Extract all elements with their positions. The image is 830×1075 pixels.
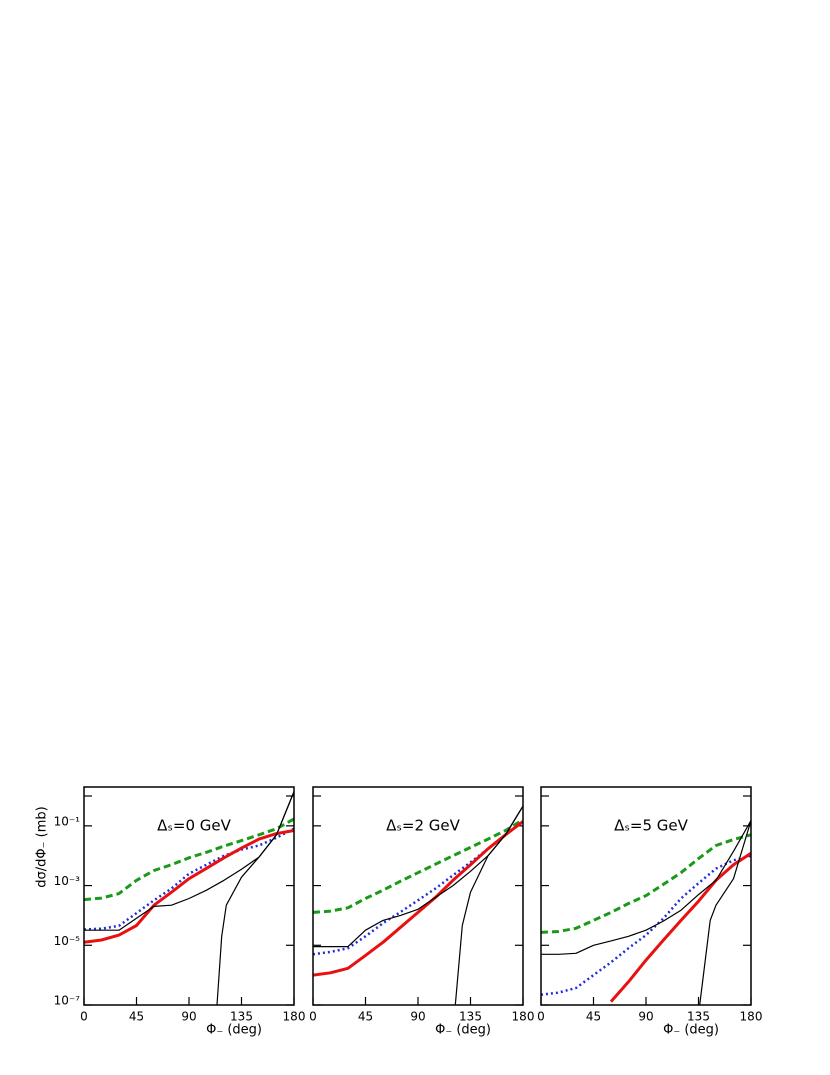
line-series [313, 820, 523, 956]
frame [540, 786, 752, 1006]
x-tick-label: 90 [410, 1010, 425, 1024]
line-series [699, 820, 751, 1005]
x-axis-label: Φ₋ (deg) [435, 1023, 491, 1038]
y-tick-label: 10⁻³ [54, 874, 81, 888]
x-axis-label: Φ₋ (deg) [663, 1023, 719, 1038]
line-series [84, 827, 294, 931]
line-series [541, 820, 751, 955]
x-tick-label: 135 [687, 1010, 710, 1024]
y-axis-label: dσ/dΦ₋ (mb) [35, 806, 50, 887]
x-tick-label: 90 [181, 1010, 196, 1024]
x-tick-label: 45 [358, 1010, 373, 1024]
line-series [216, 791, 294, 1005]
x-tick-label: 180 [512, 1010, 535, 1024]
x-tick-label: 135 [230, 1010, 253, 1024]
line-series [84, 791, 294, 931]
annotation: Δₛ=5 GeV [614, 817, 689, 835]
x-tick-label: 0 [309, 1010, 317, 1024]
panel: 0 45 90 135 180 Δₛ=2 GeV Φ₋ (deg) [309, 786, 535, 1038]
x-tick-label: 135 [459, 1010, 482, 1024]
line-series [541, 854, 751, 997]
line-series [541, 833, 751, 934]
x-tick-label: 180 [740, 1010, 763, 1024]
line-series [313, 820, 523, 977]
x-tick-label: 90 [638, 1010, 653, 1024]
x-tick-label: 45 [129, 1010, 144, 1024]
line-series [313, 818, 523, 914]
annotation: Δₛ=2 GeV [386, 817, 461, 835]
x-axis-label: Φ₋ (deg) [206, 1023, 262, 1038]
panel: 10⁻⁷ 10⁻⁵ 10⁻³ 10⁻¹ 0 45 90 135 180 Δₛ=0 GeV Φ₋ (d… [35, 786, 306, 1038]
annotation: Δₛ=0 GeV [157, 817, 232, 835]
y-tick-label: 10⁻⁵ [54, 934, 81, 948]
x-tick-label: 0 [537, 1010, 545, 1024]
line-series [84, 829, 294, 944]
panel: 0 45 90 135 180 Δₛ=5 GeV Φ₋ (deg) [537, 786, 763, 1038]
x-tick-label: 0 [80, 1010, 88, 1024]
frame [312, 786, 524, 1006]
x-tick-label: 45 [586, 1010, 601, 1024]
line-series [609, 852, 751, 1003]
frame [83, 786, 295, 1006]
line-series [454, 805, 523, 1005]
x-tick-label: 180 [283, 1010, 306, 1024]
y-tick-label: 10⁻⁷ [54, 994, 81, 1008]
y-tick-label: 10⁻¹ [54, 814, 81, 828]
line-series [84, 817, 294, 902]
